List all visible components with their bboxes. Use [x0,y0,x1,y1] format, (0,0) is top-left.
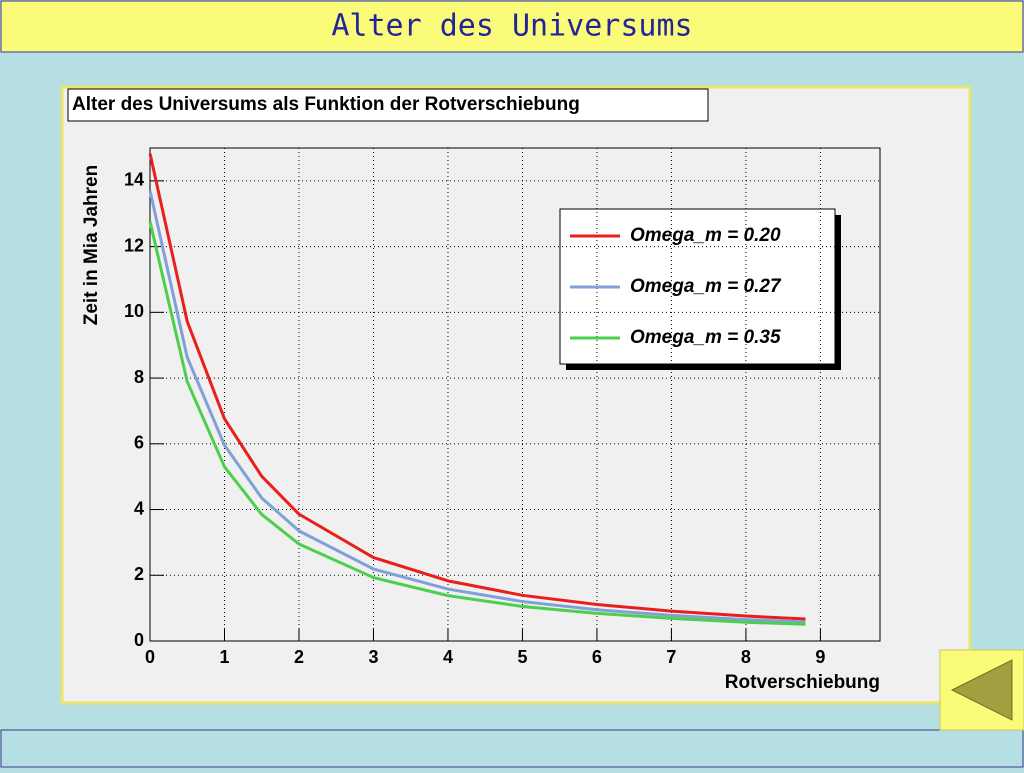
x-tick-label: 7 [666,647,676,667]
x-tick-label: 9 [815,647,825,667]
chart-panel [60,85,972,705]
chart-title: Alter des Universums als Funktion der Ro… [72,94,580,115]
y-tick-label: 6 [134,433,144,453]
back-arrow[interactable] [950,659,1013,721]
x-tick-label: 5 [517,647,527,667]
legend-label: Omega_m = 0.27 [630,276,782,297]
header-title: Alter des Universums [331,9,692,44]
y-tick-label: 14 [124,170,144,190]
x-axis-label: Rotverschiebung [725,672,880,693]
x-tick-label: 8 [741,647,751,667]
y-tick-label: 4 [134,498,144,518]
x-tick-label: 4 [443,647,453,667]
series-line [148,153,806,621]
x-tick-label: 2 [294,647,304,667]
x-tick-label: 1 [219,647,229,667]
y-tick-label: 2 [134,564,144,584]
x-tick-label: 0 [145,647,155,667]
series-line [148,190,806,624]
y-tick-label: 12 [124,235,144,255]
y-tick-label: 0 [134,630,144,650]
legend-label: Omega_m = 0.20 [630,225,781,246]
title-box [67,88,709,122]
x-tick-label: 6 [592,647,602,667]
header-bar [0,0,1024,53]
y-tick-label: 10 [124,301,144,321]
y-axis-label: Zeit in Mia Jahren [81,165,102,325]
legend-label: Omega_m = 0.35 [630,327,781,348]
series-line [148,221,806,626]
y-tick-label: 8 [134,367,144,387]
footer-bar [0,729,1024,768]
x-tick-label: 3 [368,647,378,667]
